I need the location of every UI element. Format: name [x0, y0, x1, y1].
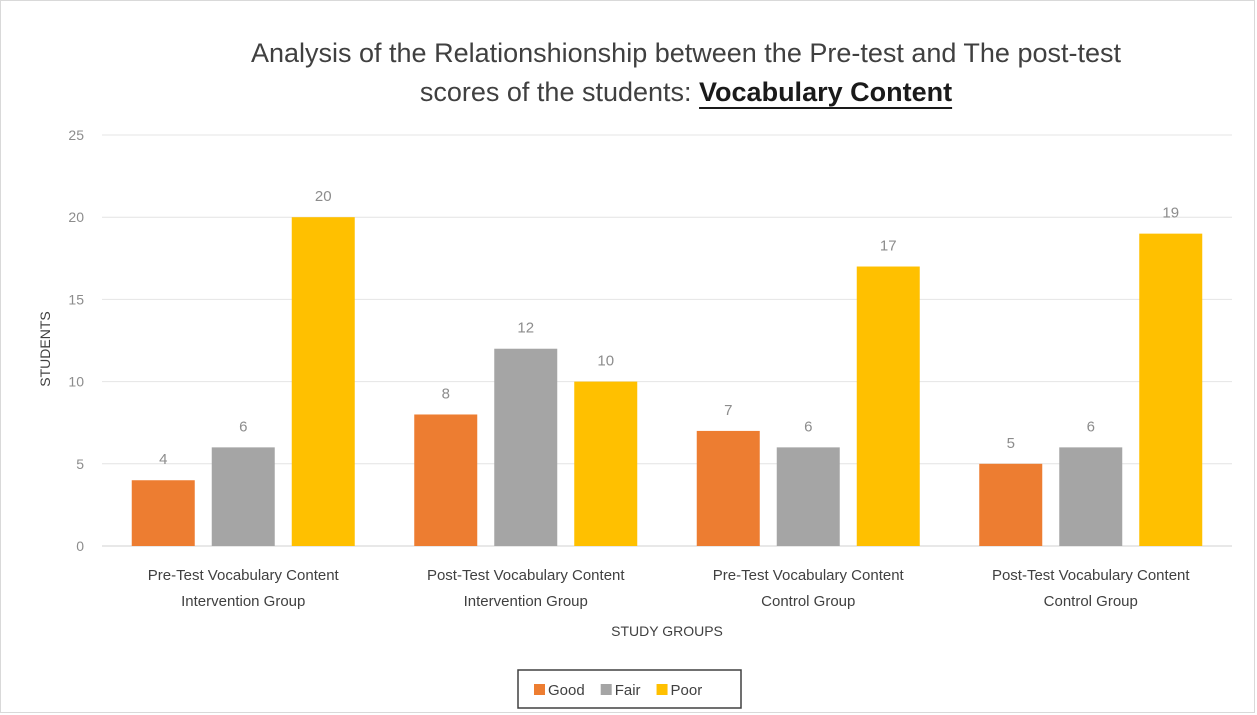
x-category-label: Pre-Test Vocabulary Content — [148, 567, 340, 584]
data-label: 10 — [597, 353, 614, 370]
x-axis-title: STUDY GROUPS — [611, 623, 723, 639]
x-category-label: Pre-Test Vocabulary Content — [713, 567, 905, 584]
y-axis-ticks: 0 5 10 15 20 25 — [68, 127, 84, 554]
bar-fair — [1059, 447, 1123, 546]
data-label: 4 — [159, 451, 167, 468]
bar-good — [414, 414, 478, 546]
bar-good — [696, 430, 760, 546]
data-label: 19 — [1162, 205, 1179, 222]
y-axis-title: STUDENTS — [37, 311, 53, 386]
chart-title-prefix: scores of the students: — [420, 77, 699, 107]
grid-lines — [102, 134, 1232, 547]
category-labels: Pre-Test Vocabulary Content Intervention … — [148, 567, 1191, 610]
data-label: 7 — [724, 402, 732, 419]
bar-poor — [856, 266, 920, 546]
data-label: 6 — [1087, 418, 1095, 435]
data-label: 6 — [804, 418, 812, 435]
data-label: 20 — [315, 188, 332, 205]
bar-poor — [291, 217, 355, 546]
x-category-label: Control Group — [1044, 593, 1138, 610]
legend-label-fair: Fair — [615, 682, 641, 699]
data-label: 8 — [442, 385, 450, 402]
x-category-label: Post-Test Vocabulary Content — [992, 567, 1190, 584]
y-tick-label: 25 — [68, 127, 84, 143]
chart-title-line2: scores of the students: Vocabulary Conte… — [420, 77, 952, 107]
bar-poor — [574, 381, 638, 546]
data-label: 17 — [880, 238, 897, 255]
legend: Good Fair Poor — [517, 669, 742, 709]
x-category-label: Intervention Group — [181, 593, 305, 610]
data-label: 6 — [239, 418, 247, 435]
bar-poor — [1139, 233, 1203, 546]
legend-label-poor: Poor — [671, 682, 703, 699]
x-category-label: Control Group — [761, 593, 855, 610]
bar-good — [131, 480, 195, 546]
y-tick-label: 15 — [68, 291, 84, 307]
legend-swatch-fair — [600, 684, 612, 695]
x-category-label: Intervention Group — [464, 593, 588, 610]
y-tick-label: 5 — [76, 456, 84, 472]
bar-fair — [494, 348, 558, 546]
bars — [131, 217, 1203, 546]
bar-good — [979, 463, 1043, 546]
y-tick-label: 0 — [76, 538, 84, 554]
y-tick-label: 10 — [68, 374, 84, 390]
bar-fair — [211, 447, 275, 546]
x-category-label: Post-Test Vocabulary Content — [427, 567, 625, 584]
legend-swatch-good — [534, 684, 545, 695]
bar-fair — [776, 447, 840, 546]
y-tick-label: 20 — [68, 209, 84, 225]
data-label: 12 — [517, 320, 534, 337]
legend-label-good: Good — [548, 682, 585, 699]
chart-title-line1: Analysis of the Relationshionship betwee… — [251, 38, 1122, 68]
legend-box — [517, 669, 742, 709]
data-labels: 4 6 20 8 12 10 7 6 17 5 6 19 — [159, 188, 1179, 468]
chart-title-emphasis: Vocabulary Content — [699, 77, 952, 107]
legend-swatch-poor — [656, 684, 668, 695]
data-label: 5 — [1007, 435, 1015, 452]
